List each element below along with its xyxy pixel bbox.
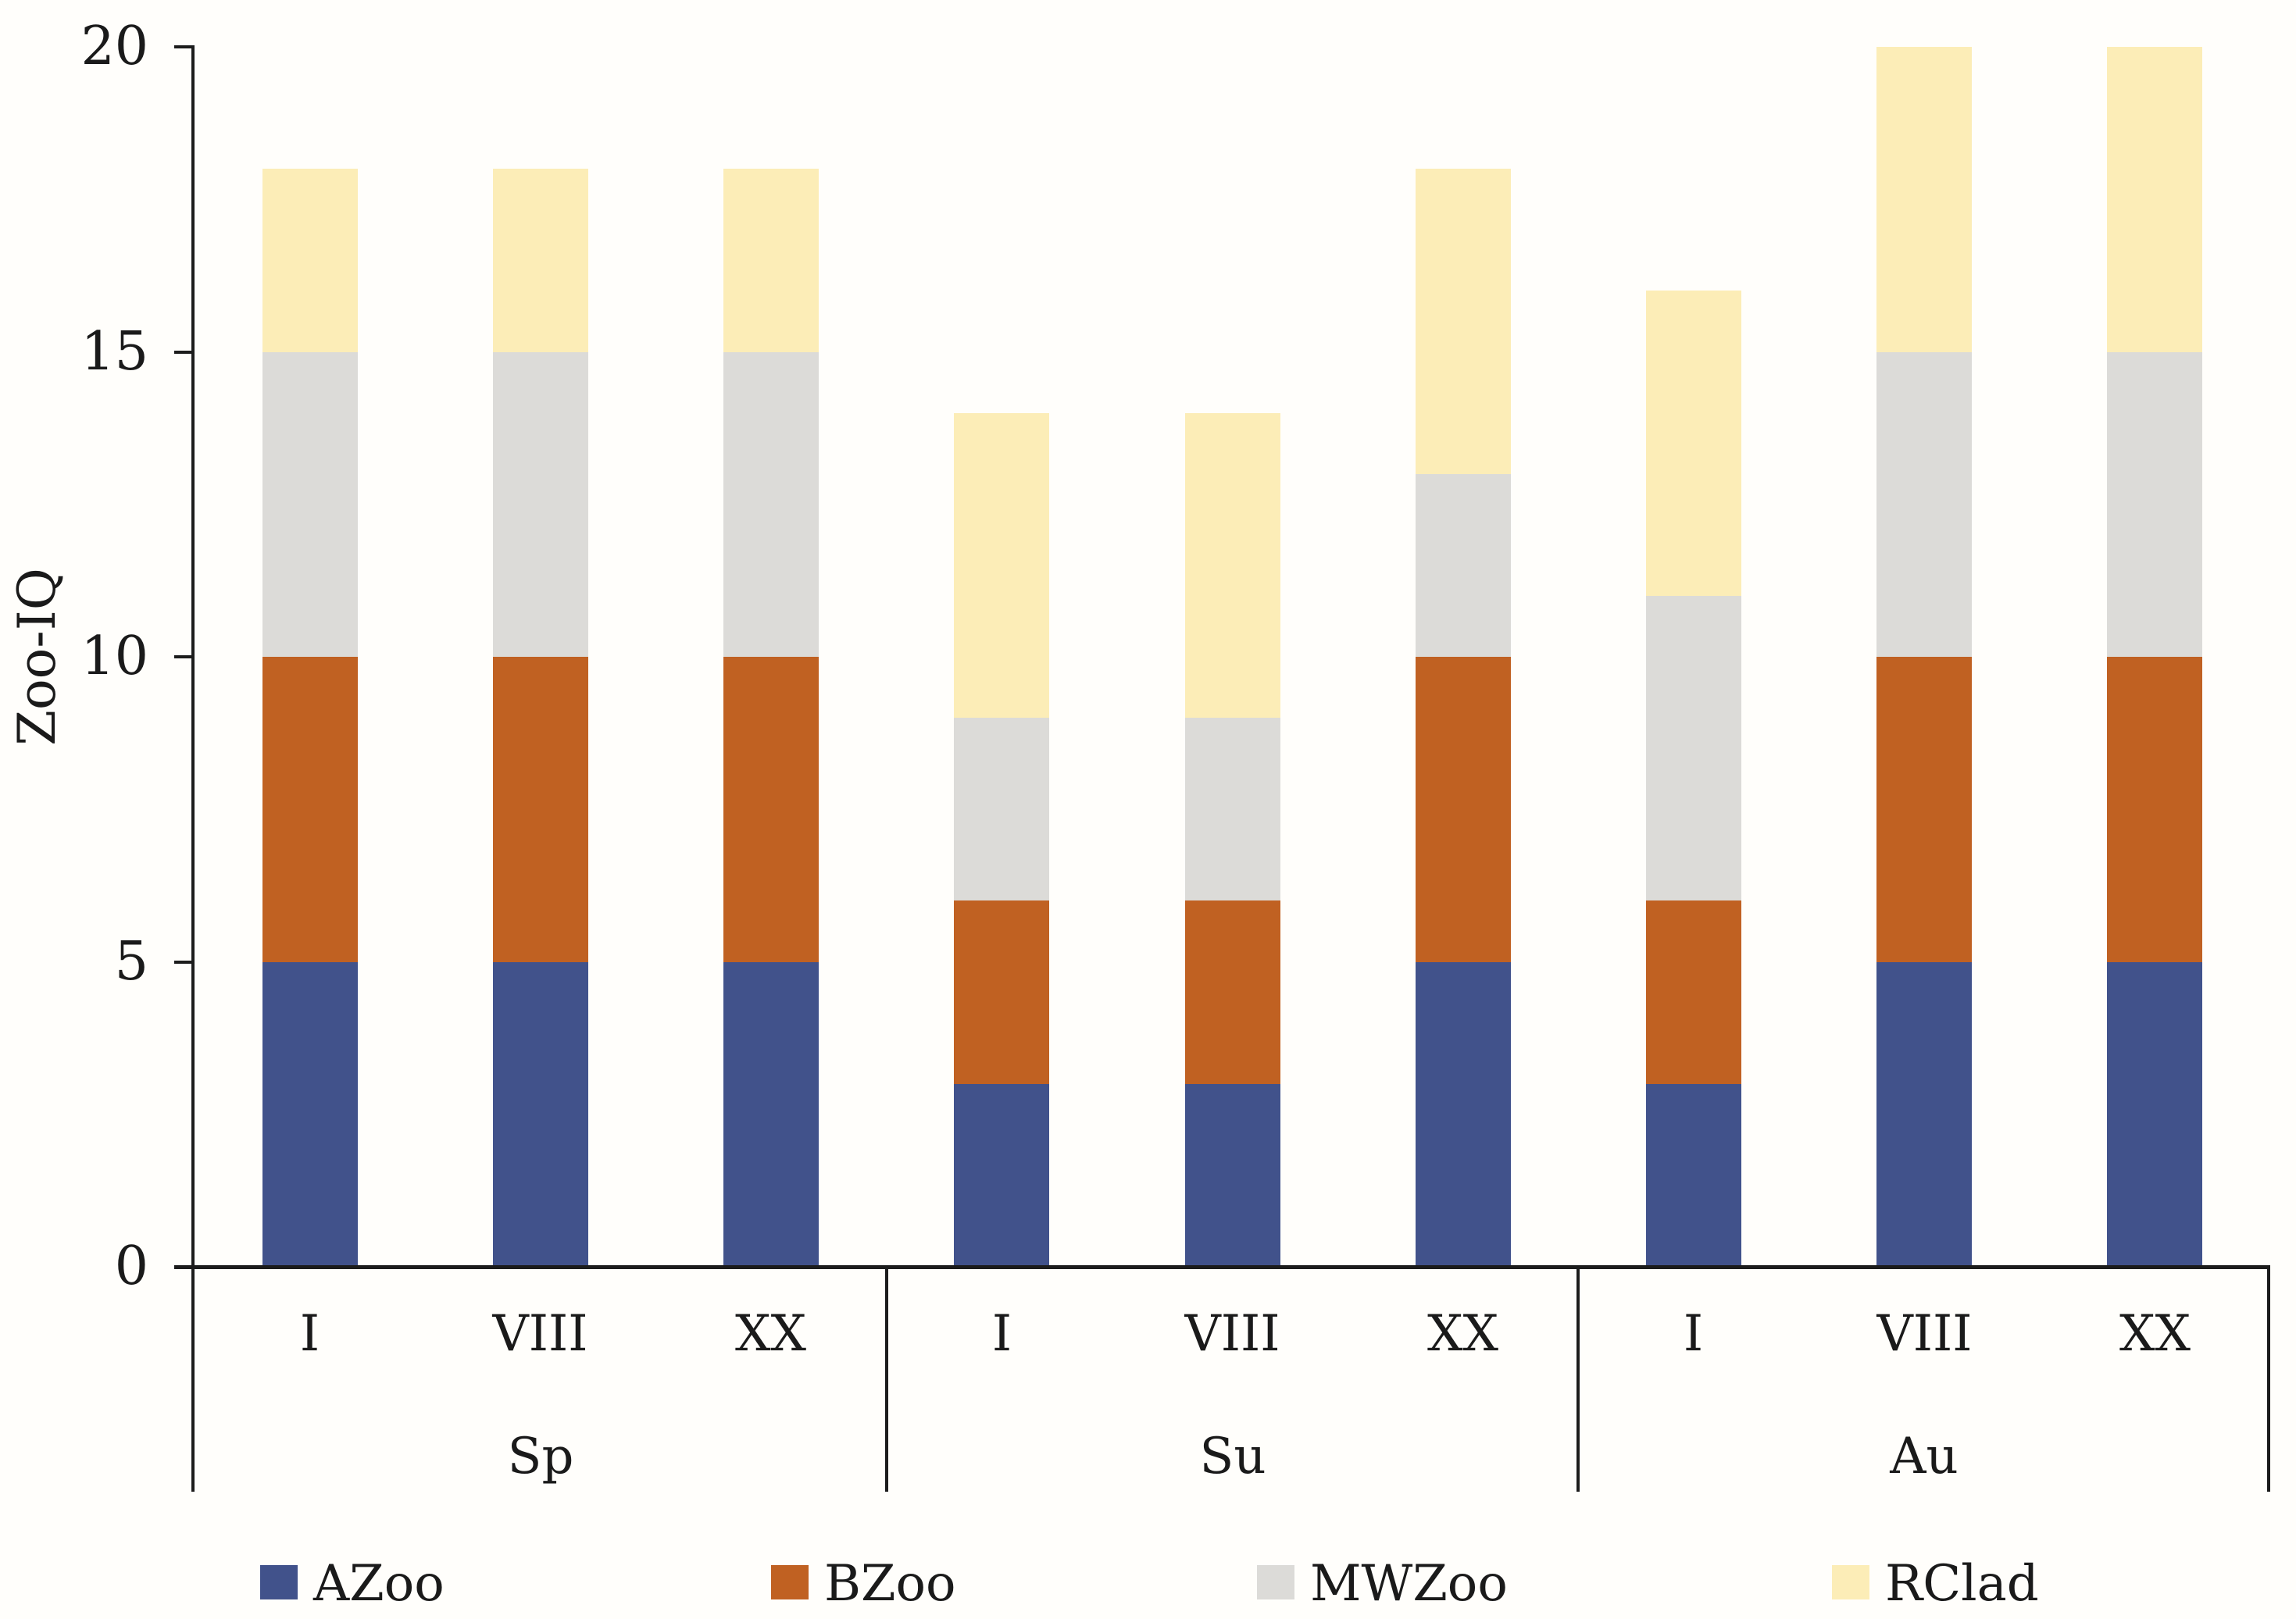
category-group-divider xyxy=(885,1267,888,1492)
bar-segment-BZoo-Au-XX xyxy=(2107,657,2202,962)
y-tick-mark xyxy=(174,351,195,354)
bar-segment-AZoo-Sp-VIII xyxy=(493,962,588,1267)
bar-segment-RClad-Au-XX xyxy=(2107,47,2202,352)
bar-segment-RClad-Sp-XX xyxy=(723,169,819,352)
bar-segment-AZoo-Su-I xyxy=(954,1084,1049,1267)
y-tick-label: 0 xyxy=(114,1236,148,1297)
group-label-Au: Au xyxy=(1890,1428,1959,1485)
bar-segment-BZoo-Sp-VIII xyxy=(493,657,588,962)
bar-segment-MWZoo-Au-XX xyxy=(2107,352,2202,657)
bar-segment-BZoo-Sp-XX xyxy=(723,657,819,962)
legend-item-BZoo: BZoo xyxy=(771,1555,956,1613)
bar-segment-BZoo-Su-XX xyxy=(1416,657,1511,962)
group-label-Su: Su xyxy=(1199,1428,1266,1485)
category-label-Au-VIII: VIII xyxy=(1876,1305,1973,1363)
y-axis-line xyxy=(191,45,195,1492)
bar-segment-MWZoo-Su-VIII xyxy=(1185,718,1280,900)
bar-segment-AZoo-Su-XX xyxy=(1416,962,1511,1267)
bar-segment-BZoo-Su-VIII xyxy=(1185,900,1280,1084)
bar-segment-RClad-Su-I xyxy=(954,413,1049,718)
category-label-Su-I: I xyxy=(991,1305,1012,1363)
bar-segment-MWZoo-Au-I xyxy=(1646,596,1741,900)
bar-segment-RClad-Sp-VIII xyxy=(493,169,588,352)
bar-segment-MWZoo-Au-VIII xyxy=(1876,352,1972,657)
bar-segment-RClad-Su-VIII xyxy=(1185,413,1280,718)
legend-label-RClad: RClad xyxy=(1885,1555,2039,1613)
y-tick-label: 10 xyxy=(80,626,148,687)
y-tick-mark xyxy=(174,655,195,658)
bar-segment-MWZoo-Sp-XX xyxy=(723,352,819,657)
category-label-Sp-XX: XX xyxy=(734,1305,807,1363)
bar-segment-BZoo-Su-I xyxy=(954,900,1049,1084)
bar-segment-MWZoo-Su-I xyxy=(954,718,1049,900)
bar-segment-AZoo-Sp-XX xyxy=(723,962,819,1267)
group-label-Sp: Sp xyxy=(507,1428,574,1485)
legend-item-RClad: RClad xyxy=(1832,1555,2039,1613)
y-tick-label: 5 xyxy=(114,931,148,993)
legend-item-AZoo: AZoo xyxy=(260,1555,445,1613)
category-label-Au-I: I xyxy=(1683,1305,1704,1363)
legend-item-MWZoo: MWZoo xyxy=(1257,1555,1508,1613)
bar-segment-BZoo-Au-I xyxy=(1646,900,1741,1084)
legend-label-BZoo: BZoo xyxy=(824,1555,956,1613)
legend-label-AZoo: AZoo xyxy=(313,1555,445,1613)
bar-segment-RClad-Au-VIII xyxy=(1876,47,1972,352)
bar-segment-AZoo-Au-VIII xyxy=(1876,962,1972,1267)
bar-segment-BZoo-Sp-I xyxy=(262,657,358,962)
legend-swatch-RClad xyxy=(1832,1565,1869,1599)
bar-segment-BZoo-Au-VIII xyxy=(1876,657,1972,962)
bar-segment-RClad-Sp-I xyxy=(262,169,358,352)
y-tick-label: 15 xyxy=(80,321,148,383)
category-label-Sp-VIII: VIII xyxy=(492,1305,588,1363)
category-label-Su-XX: XX xyxy=(1427,1305,1499,1363)
legend-label-MWZoo: MWZoo xyxy=(1310,1555,1508,1613)
category-group-divider xyxy=(1576,1267,1580,1492)
bar-segment-AZoo-Au-XX xyxy=(2107,962,2202,1267)
legend-swatch-AZoo xyxy=(260,1565,298,1599)
bar-segment-MWZoo-Sp-VIII xyxy=(493,352,588,657)
category-area-right-border xyxy=(2267,1267,2270,1492)
y-tick-mark xyxy=(174,45,195,48)
bar-segment-AZoo-Sp-I xyxy=(262,962,358,1267)
legend-swatch-BZoo xyxy=(771,1565,809,1599)
bar-segment-MWZoo-Sp-I xyxy=(262,352,358,657)
x-axis-line xyxy=(174,1265,2270,1269)
bar-segment-AZoo-Au-I xyxy=(1646,1084,1741,1267)
y-tick-mark xyxy=(174,961,195,964)
category-label-Au-XX: XX xyxy=(2119,1305,2191,1363)
bar-segment-AZoo-Su-VIII xyxy=(1185,1084,1280,1267)
category-label-Sp-I: I xyxy=(299,1305,320,1363)
category-label-Su-VIII: VIII xyxy=(1184,1305,1280,1363)
bar-segment-MWZoo-Su-XX xyxy=(1416,474,1511,657)
bar-segment-RClad-Su-XX xyxy=(1416,169,1511,474)
legend-swatch-MWZoo xyxy=(1257,1565,1294,1599)
y-tick-label: 20 xyxy=(80,16,148,77)
bar-segment-RClad-Au-I xyxy=(1646,291,1741,596)
